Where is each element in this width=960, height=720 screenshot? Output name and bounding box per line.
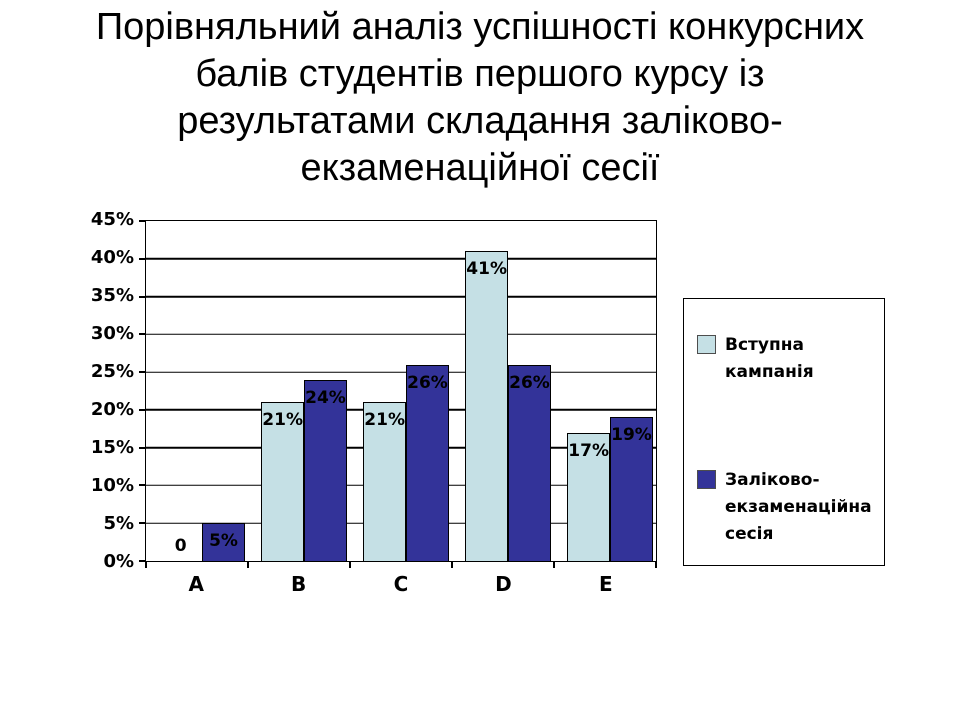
y-tick-label: 40%: [90, 247, 134, 269]
y-tick-label: 0%: [103, 551, 134, 572]
y-tick-label: 10%: [90, 475, 134, 497]
bar-E-series-2: 19%: [610, 417, 653, 561]
x-category-label: D: [495, 572, 512, 596]
y-tick-mark: [139, 408, 146, 411]
y-axis-labels: 0% 5% 10% 15% 20% 25% 30% 35% 40% 45%: [0, 211, 134, 571]
y-tick-label: 15%: [90, 437, 134, 458]
x-tick-mark: [655, 561, 657, 568]
y-tick-label: 35%: [90, 285, 134, 306]
x-axis-labels: A B C D E: [145, 574, 657, 604]
data-label: 41%: [466, 259, 508, 280]
y-tick-label: 25%: [90, 361, 134, 382]
legend-item-vstupna-kampaniya: Вступна кампанія: [697, 332, 878, 386]
x-tick-mark: [349, 561, 351, 568]
title-line-2: балів студентів першого курсу із: [195, 53, 765, 95]
bar-C-series-2: 26%: [406, 364, 449, 561]
y-tick-mark: [139, 371, 146, 374]
title-line-4: екзаменаційної сесії: [300, 147, 660, 189]
x-tick-mark: [451, 561, 453, 568]
x-tick-mark: [145, 561, 147, 568]
y-tick-mark: [139, 295, 146, 298]
chart-title: Порівняльний аналіз успішності конкурсни…: [40, 4, 920, 192]
data-label: 17%: [568, 440, 610, 461]
data-label: 21%: [262, 410, 304, 431]
legend: Вступна кампанія Заліково-екзаменаційна …: [683, 298, 885, 566]
x-tick-mark: [553, 561, 555, 568]
y-tick-mark: [139, 484, 146, 487]
bar-A-series-2: 5%: [202, 523, 245, 561]
y-tick-mark: [139, 220, 146, 222]
gridline: [146, 333, 656, 336]
gridline: [146, 295, 656, 298]
plot-area: 0 5% 21% 24% 21% 26% 41% 26% 17% 19%: [139, 220, 657, 568]
bar-B-series-2: 24%: [304, 379, 347, 561]
x-category-label: E: [598, 572, 613, 596]
y-tick-label: 20%: [90, 399, 134, 421]
y-tick-label: 45%: [90, 209, 134, 230]
legend-swatch-light-blue: [697, 335, 716, 354]
x-tick-mark: [247, 561, 249, 568]
bar-D-series-2: 26%: [508, 364, 551, 561]
legend-item-zalikovo-sesiya: Заліково-екзаменаційна сесія: [697, 467, 878, 548]
legend-swatch-dark-blue: [697, 470, 716, 489]
legend-label-series-1: Вступна кампанія: [725, 335, 814, 382]
x-category-label: B: [290, 572, 307, 596]
y-tick-mark: [139, 522, 146, 525]
bar-D-series-1: 41%: [465, 251, 509, 561]
data-label: 24%: [305, 387, 346, 408]
title-line-3: результатами складання заліково-: [177, 100, 783, 142]
bar-E-series-1: 17%: [567, 432, 611, 561]
gridline: [146, 258, 656, 260]
x-category-label: A: [188, 572, 204, 596]
bar-B-series-1: 21%: [261, 402, 305, 561]
y-tick-mark: [139, 560, 146, 562]
data-label: 0: [174, 536, 187, 556]
x-category-label: C: [393, 572, 409, 596]
y-tick-mark: [139, 257, 146, 260]
data-label: 19%: [611, 425, 652, 446]
title-line-1: Порівняльний аналіз успішності конкурсни…: [95, 6, 865, 48]
y-tick-mark: [139, 333, 146, 336]
y-tick-mark: [139, 446, 146, 449]
data-label: 26%: [509, 372, 550, 393]
y-tick-label: 30%: [90, 323, 134, 344]
data-label: 21%: [364, 410, 406, 431]
gridline: [146, 371, 656, 373]
legend-label-series-2: Заліково-екзаменаційна сесія: [725, 470, 872, 544]
y-tick-label: 5%: [103, 513, 134, 535]
data-label: 5%: [209, 531, 238, 552]
bar-C-series-1: 21%: [363, 402, 407, 561]
data-label: 26%: [407, 372, 448, 393]
